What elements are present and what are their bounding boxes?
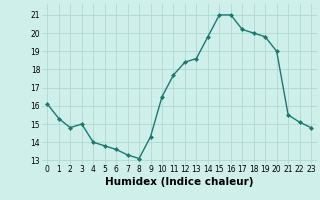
X-axis label: Humidex (Indice chaleur): Humidex (Indice chaleur) bbox=[105, 177, 253, 187]
